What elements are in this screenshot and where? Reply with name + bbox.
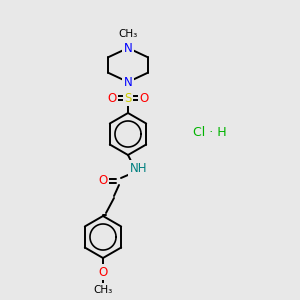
Text: Cl · H: Cl · H (193, 125, 227, 139)
Text: S: S (124, 92, 132, 104)
Text: CH₃: CH₃ (118, 29, 138, 39)
Text: O: O (98, 175, 108, 188)
Text: O: O (140, 92, 148, 104)
Text: O: O (107, 92, 117, 104)
Text: CH₃: CH₃ (93, 285, 112, 295)
Text: O: O (98, 266, 108, 278)
Text: N: N (124, 41, 132, 55)
Text: N: N (124, 76, 132, 88)
Text: NH: NH (130, 161, 148, 175)
